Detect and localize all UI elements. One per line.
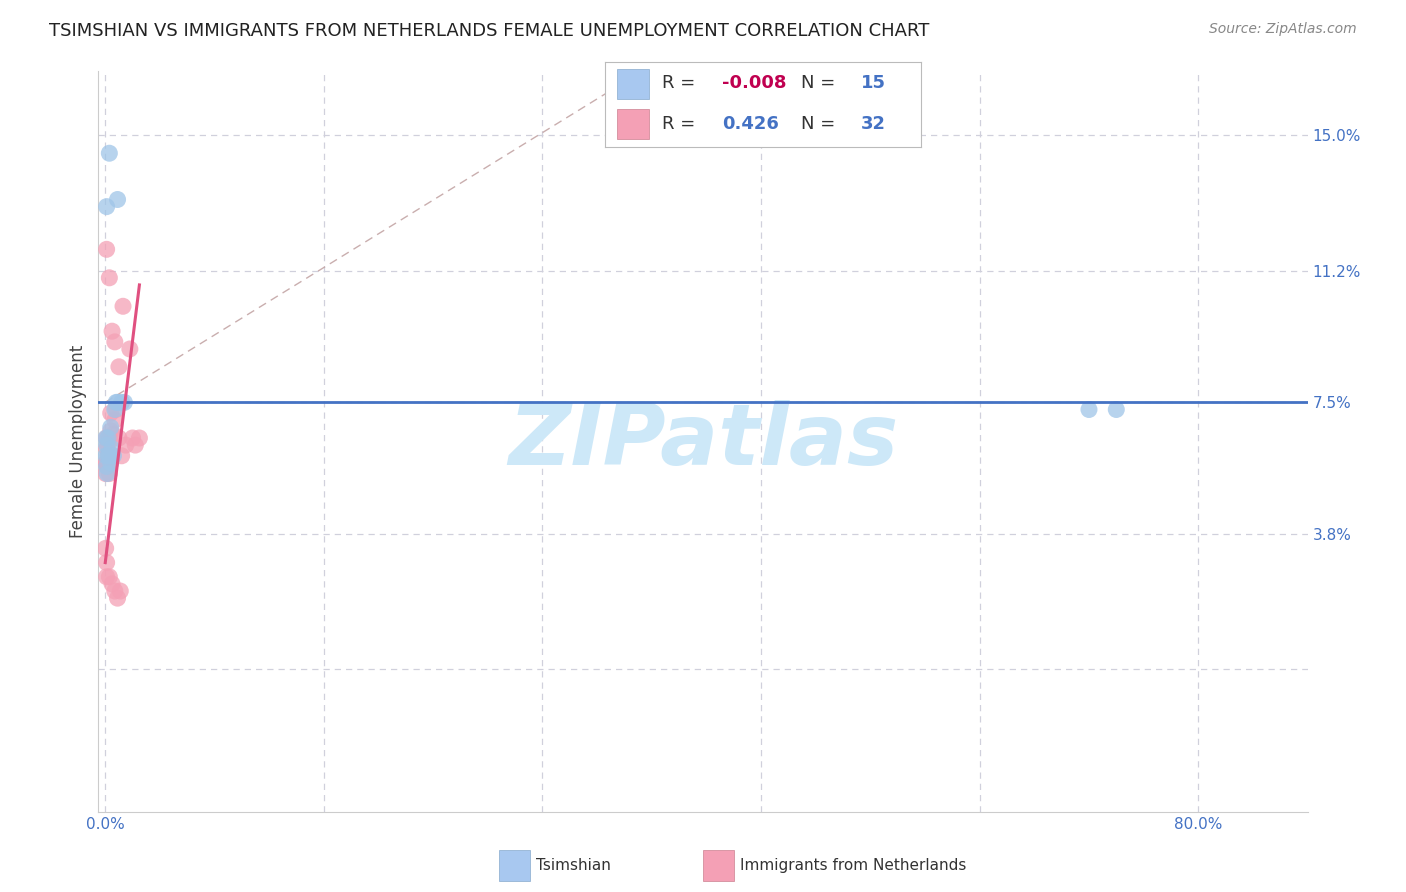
Point bbox=[98, 270, 121, 285]
Point bbox=[100, 456, 122, 470]
Point bbox=[105, 395, 128, 409]
Point bbox=[97, 449, 120, 463]
Point bbox=[104, 334, 127, 349]
Point bbox=[124, 438, 146, 452]
Bar bbox=[617, 70, 650, 99]
Y-axis label: Female Unemployment: Female Unemployment bbox=[69, 345, 87, 538]
Point bbox=[111, 449, 134, 463]
Point bbox=[104, 402, 127, 417]
Point bbox=[114, 438, 136, 452]
Point bbox=[101, 449, 124, 463]
Point bbox=[103, 449, 125, 463]
Point bbox=[100, 406, 122, 420]
Point bbox=[101, 442, 124, 456]
Text: ZIPatlas: ZIPatlas bbox=[508, 400, 898, 483]
Point bbox=[94, 449, 117, 463]
Point bbox=[96, 456, 118, 470]
Point bbox=[121, 431, 143, 445]
Text: Immigrants from Netherlands: Immigrants from Netherlands bbox=[740, 858, 966, 873]
Text: R =: R = bbox=[662, 115, 706, 133]
Point bbox=[100, 424, 122, 438]
Point bbox=[107, 193, 129, 207]
Point bbox=[98, 146, 121, 161]
Point bbox=[112, 395, 135, 409]
Point bbox=[101, 577, 124, 591]
Point bbox=[96, 556, 118, 570]
Point bbox=[97, 438, 120, 452]
Text: R =: R = bbox=[662, 74, 700, 92]
Point bbox=[104, 413, 127, 427]
Point bbox=[94, 456, 117, 470]
Text: 32: 32 bbox=[860, 115, 886, 133]
Point bbox=[98, 467, 121, 481]
Point bbox=[101, 324, 124, 338]
Point bbox=[107, 591, 129, 606]
Point bbox=[104, 584, 127, 599]
Text: N =: N = bbox=[801, 74, 841, 92]
Point bbox=[108, 359, 131, 374]
Point bbox=[103, 427, 125, 442]
Point bbox=[96, 459, 118, 474]
Text: N =: N = bbox=[801, 115, 841, 133]
Point bbox=[107, 395, 129, 409]
Point bbox=[1105, 402, 1128, 417]
Point bbox=[105, 402, 128, 417]
Point bbox=[98, 570, 121, 584]
Point bbox=[111, 395, 134, 409]
Point bbox=[94, 467, 117, 481]
Text: -0.008: -0.008 bbox=[721, 74, 786, 92]
Point bbox=[98, 431, 121, 445]
Point bbox=[96, 442, 118, 456]
Point bbox=[111, 299, 134, 313]
Text: 0.426: 0.426 bbox=[721, 115, 779, 133]
Bar bbox=[617, 109, 650, 139]
Point bbox=[96, 431, 118, 445]
Point bbox=[118, 342, 141, 356]
Point bbox=[94, 541, 117, 556]
Point bbox=[1078, 402, 1101, 417]
Text: Source: ZipAtlas.com: Source: ZipAtlas.com bbox=[1209, 22, 1357, 37]
Point bbox=[96, 467, 118, 481]
Point bbox=[108, 431, 131, 445]
Point bbox=[98, 449, 121, 463]
Point bbox=[96, 570, 118, 584]
Text: TSIMSHIAN VS IMMIGRANTS FROM NETHERLANDS FEMALE UNEMPLOYMENT CORRELATION CHART: TSIMSHIAN VS IMMIGRANTS FROM NETHERLANDS… bbox=[49, 22, 929, 40]
Text: Tsimshian: Tsimshian bbox=[536, 858, 610, 873]
Point bbox=[97, 431, 120, 445]
Text: 15: 15 bbox=[860, 74, 886, 92]
Point bbox=[100, 420, 122, 434]
Point bbox=[96, 459, 118, 474]
Point bbox=[96, 200, 118, 214]
Point bbox=[96, 243, 118, 257]
Point bbox=[97, 449, 120, 463]
Point bbox=[96, 438, 118, 452]
Point bbox=[94, 431, 117, 445]
Point bbox=[128, 431, 150, 445]
Point bbox=[110, 584, 132, 599]
